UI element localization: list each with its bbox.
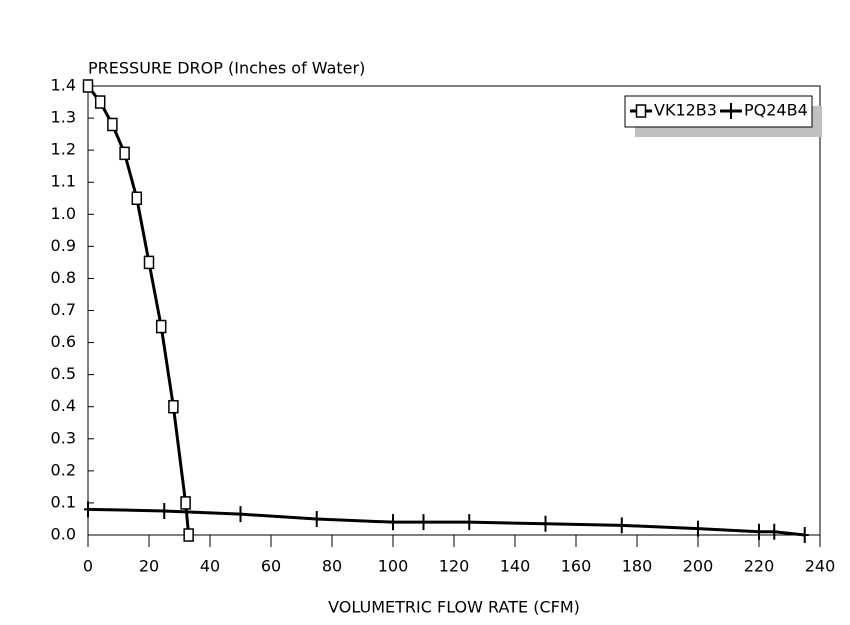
x-tick-label: 160 — [561, 557, 592, 576]
marker-square — [107, 117, 118, 132]
y-tick-label: 0.1 — [51, 492, 76, 511]
y-tick-label: 1.1 — [51, 172, 76, 191]
x-tick-label: 20 — [139, 557, 159, 576]
marker-plus — [755, 523, 763, 540]
y-tick-label: 1.3 — [51, 108, 76, 127]
marker-square — [131, 191, 143, 205]
legend-marker — [635, 104, 647, 118]
x-tick-label: 60 — [261, 557, 281, 576]
legend-marker — [727, 103, 735, 119]
y-tick-label: 0.3 — [51, 428, 76, 447]
marker-plus — [770, 523, 779, 540]
marker-square — [168, 399, 179, 414]
x-tick-label: 220 — [744, 557, 775, 576]
x-axis-label: VOLUMETRIC FLOW RATE (CFM) — [328, 598, 580, 617]
marker-plus — [617, 517, 626, 534]
marker-plus — [160, 502, 169, 519]
y-tick-label: 0.2 — [51, 460, 76, 479]
marker-plus — [541, 515, 550, 532]
marker-square — [143, 255, 155, 270]
chart-title: PRESSURE DROP (Inches of Water) — [88, 59, 365, 78]
marker-square — [180, 496, 191, 510]
x-tick-label: 200 — [683, 557, 714, 576]
plot-frame — [87, 85, 821, 536]
y-tick-label: 0.5 — [51, 364, 76, 383]
y-tick-label: 0.0 — [51, 525, 76, 544]
x-tick-label: 120 — [439, 557, 470, 576]
y-tick-label: 0.9 — [51, 236, 76, 255]
marker-plus — [389, 514, 397, 531]
legend-label: VK12B3 — [654, 101, 717, 120]
legend-box — [624, 95, 813, 128]
y-tick-label: 1.4 — [51, 76, 76, 95]
marker-plus — [800, 527, 809, 543]
marker-square — [94, 95, 106, 109]
x-tick-label: 100 — [378, 557, 409, 576]
y-tick-label: 0.4 — [51, 396, 76, 415]
y-tick-label: 0.6 — [51, 332, 76, 351]
marker-plus — [84, 501, 92, 518]
marker-plus — [465, 514, 474, 531]
series-line — [86, 85, 191, 536]
y-tick-label: 1.2 — [51, 140, 76, 159]
marker-plus — [236, 506, 245, 523]
x-tick-label: 80 — [322, 557, 342, 576]
x-tick-label: 240 — [805, 557, 836, 576]
marker-plus — [419, 514, 428, 531]
marker-square — [82, 79, 94, 93]
marker-square — [155, 319, 167, 334]
marker-plus — [312, 510, 321, 527]
x-tick-label: 40 — [200, 557, 220, 576]
legend-label: PQ24B4 — [744, 101, 808, 120]
marker-square — [119, 146, 130, 161]
y-tick-label: 0.7 — [51, 300, 76, 319]
x-tick-label: 140 — [500, 557, 531, 576]
y-tick-label: 1.0 — [51, 204, 76, 223]
y-tick-label: 0.8 — [51, 268, 76, 287]
marker-plus — [694, 520, 702, 537]
x-tick-label: 0 — [83, 557, 93, 576]
x-tick-label: 180 — [622, 557, 653, 576]
marker-square — [183, 528, 194, 542]
